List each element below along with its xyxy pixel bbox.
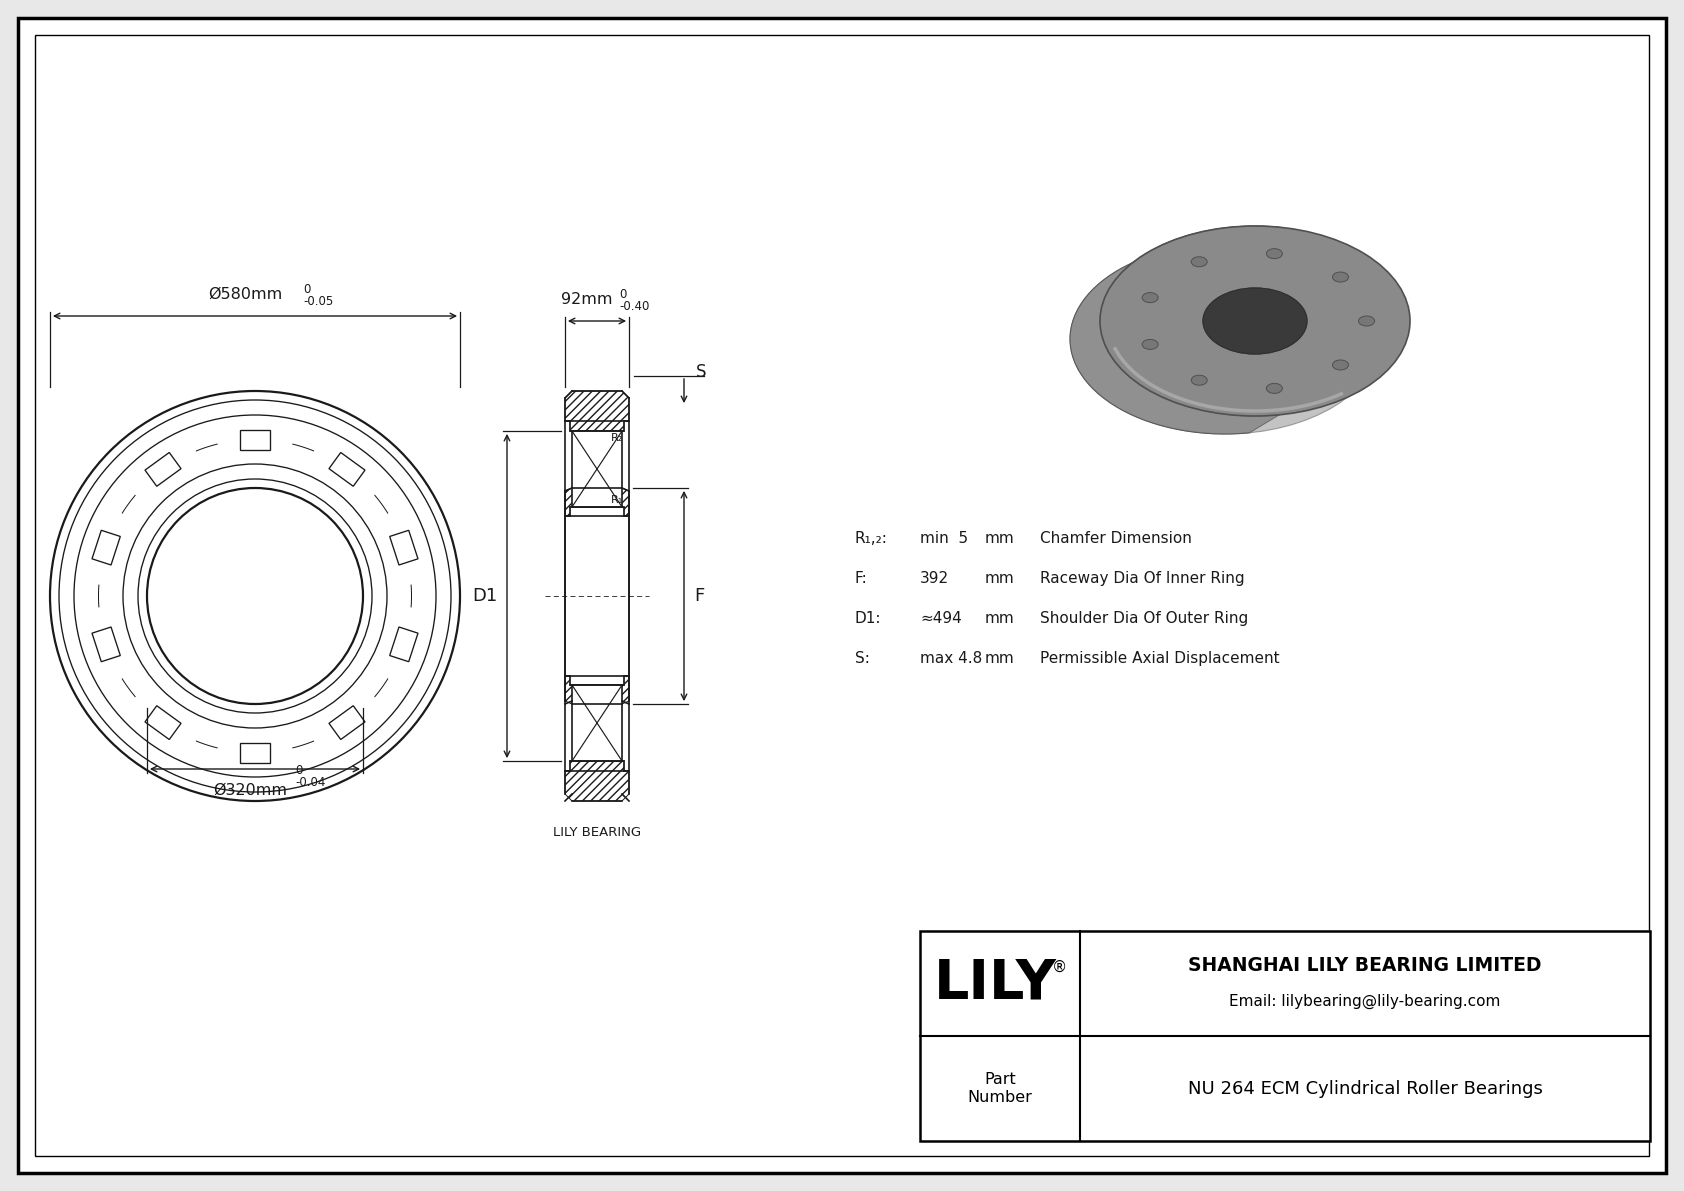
Text: -0.05: -0.05 (303, 295, 333, 308)
Text: 0: 0 (303, 283, 310, 297)
Text: D1:: D1: (855, 611, 881, 626)
Bar (573, 431, 621, 507)
Text: ≈494: ≈494 (919, 611, 962, 626)
Text: Shoulder Dia Of Outer Ring: Shoulder Dia Of Outer Ring (1041, 611, 1248, 626)
Ellipse shape (1142, 339, 1159, 349)
Text: F: F (694, 587, 704, 605)
Ellipse shape (1100, 226, 1410, 416)
Text: Chamfer Dimension: Chamfer Dimension (1041, 531, 1192, 545)
Text: mm: mm (985, 531, 1015, 545)
Text: Email: lilybearing@lily-bearing.com: Email: lilybearing@lily-bearing.com (1229, 994, 1500, 1009)
Bar (573, 685, 621, 761)
Text: S:: S: (855, 651, 871, 666)
Text: Ø580mm: Ø580mm (207, 287, 283, 303)
Ellipse shape (1332, 272, 1349, 282)
Text: R₂: R₂ (611, 434, 623, 443)
Ellipse shape (1191, 257, 1207, 267)
Text: mm: mm (985, 611, 1015, 626)
Text: -0.04: -0.04 (295, 777, 325, 788)
Polygon shape (1069, 226, 1280, 434)
Text: mm: mm (985, 651, 1015, 666)
Ellipse shape (1332, 360, 1349, 370)
Text: max 4.8: max 4.8 (919, 651, 982, 666)
Text: R₁: R₁ (611, 495, 623, 505)
Ellipse shape (1266, 249, 1283, 258)
Text: SHANGHAI LILY BEARING LIMITED: SHANGHAI LILY BEARING LIMITED (1189, 956, 1543, 975)
Text: min  5: min 5 (919, 531, 968, 545)
Text: F:: F: (855, 570, 867, 586)
Text: Part
Number: Part Number (968, 1072, 1032, 1105)
Text: 392: 392 (919, 570, 950, 586)
Text: 92mm: 92mm (561, 292, 613, 307)
Ellipse shape (1202, 288, 1307, 354)
Text: mm: mm (985, 570, 1015, 586)
Text: Ø320mm: Ø320mm (212, 782, 286, 798)
Text: R₁,₂:: R₁,₂: (855, 531, 887, 545)
Text: 0: 0 (295, 763, 303, 777)
Ellipse shape (1266, 384, 1283, 393)
Text: -0.40: -0.40 (620, 300, 650, 313)
Text: ®: ® (1052, 960, 1068, 974)
Ellipse shape (1069, 244, 1379, 434)
Ellipse shape (1191, 375, 1207, 385)
Ellipse shape (1142, 293, 1159, 303)
Text: LILY BEARING: LILY BEARING (552, 827, 642, 838)
Bar (919, 931, 1650, 1141)
Text: D1: D1 (472, 587, 497, 605)
Text: Permissible Axial Displacement: Permissible Axial Displacement (1041, 651, 1280, 666)
Text: 0: 0 (620, 288, 626, 301)
Ellipse shape (1359, 316, 1374, 326)
Text: LILY: LILY (933, 956, 1056, 1010)
Text: S: S (695, 363, 707, 381)
Text: Raceway Dia Of Inner Ring: Raceway Dia Of Inner Ring (1041, 570, 1244, 586)
Ellipse shape (1202, 288, 1307, 354)
Text: NU 264 ECM Cylindrical Roller Bearings: NU 264 ECM Cylindrical Roller Bearings (1187, 1079, 1543, 1097)
